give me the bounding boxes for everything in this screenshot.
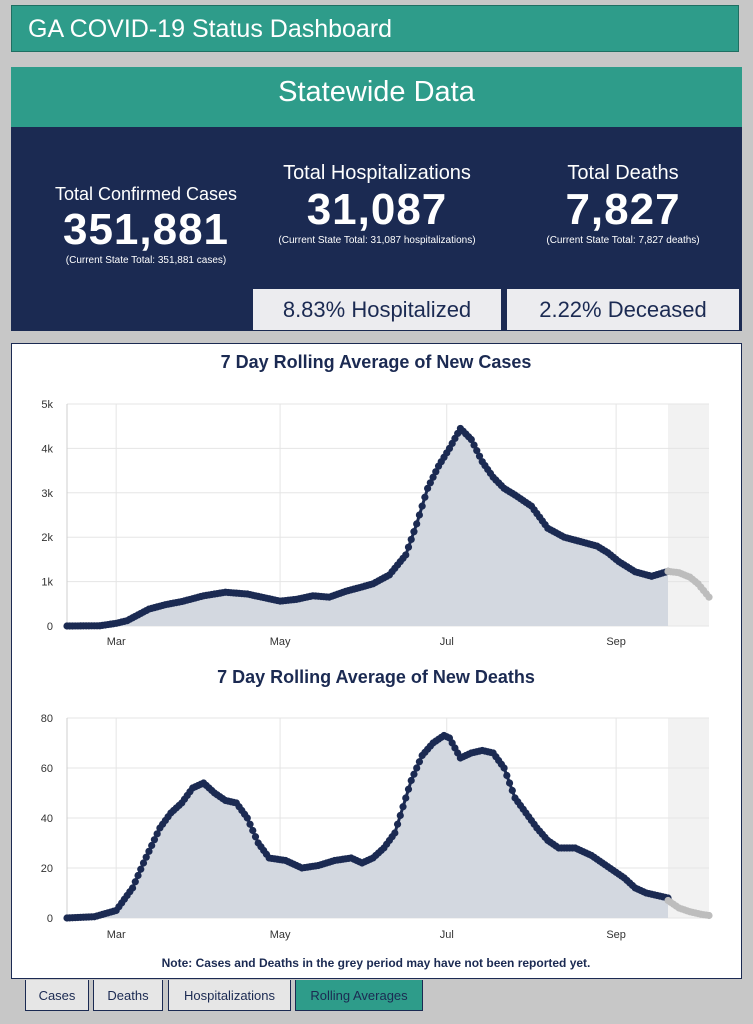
tab-cases[interactable]: Cases	[25, 980, 89, 1011]
deaths-data-point	[148, 841, 156, 850]
cases-data-point	[432, 468, 440, 476]
deaths-data-point	[128, 884, 137, 892]
total-hospitalizations-note: (Current State Total: 31,087 hospitaliza…	[278, 235, 476, 246]
deaths-data-point	[508, 786, 516, 795]
deaths-chart: 7 Day Rolling Average of New Deaths 0 20 40…	[41, 667, 713, 941]
tab-hospitalizations[interactable]: Hospitalizations	[168, 980, 291, 1011]
deaths-y-tick-label: 40	[41, 813, 53, 825]
cases-y-tick-label: 3k	[41, 488, 53, 500]
total-hospitalizations-block: Total Hospitalizations 31,087 (Current S…	[257, 162, 497, 246]
deaths-data-point	[410, 770, 418, 778]
cases-chart: 7 Day Rolling Average of New Cases 0 1k 2k 3…	[41, 352, 713, 648]
deaths-data-point	[413, 764, 421, 772]
total-deaths-label: Total Deaths	[567, 162, 679, 184]
cases-data-point	[402, 551, 410, 559]
cases-data-point	[473, 447, 481, 455]
dashboard-title: GA COVID-19 Status Dashboard	[11, 5, 739, 52]
deaths-data-point	[393, 820, 402, 828]
cases-y-tick-label: 5k	[41, 399, 53, 411]
deaths-data-point	[153, 830, 161, 838]
total-cases-value: 351,881	[62, 205, 230, 254]
cases-data-point	[470, 441, 478, 449]
deaths-data-point	[500, 764, 508, 772]
deaths-y-tick-label: 80	[41, 713, 53, 725]
cases-data-point	[421, 493, 429, 501]
deaths-data-point	[404, 785, 413, 793]
cases-y-tick-label: 4k	[41, 443, 53, 455]
cases-data-point	[404, 543, 413, 551]
total-deaths-value: 7,827	[565, 185, 681, 234]
cases-data-point	[407, 535, 415, 544]
grey-period-note: Note: Cases and Deaths in the grey perio…	[162, 956, 591, 970]
cases-x-tick-label: May	[270, 636, 291, 648]
deaths-data-point	[705, 911, 713, 920]
total-cases-block: Total Confirmed Cases 351,881 (Current S…	[31, 184, 261, 266]
statewide-panel: Statewide Data Total Confirmed Cases 351…	[11, 67, 742, 331]
deaths-data-point	[249, 826, 257, 835]
cases-data-point	[415, 511, 424, 519]
cases-data-point	[705, 593, 713, 601]
deaths-x-tick-label: Sep	[606, 929, 626, 941]
deaths-data-point	[399, 803, 407, 811]
deaths-data-point	[391, 829, 399, 837]
deaths-data-point	[150, 836, 159, 844]
total-hospitalizations-value: 31,087	[306, 185, 448, 234]
cases-data-point	[424, 484, 432, 492]
deaths-data-point	[246, 820, 254, 828]
cases-data-point	[429, 473, 437, 481]
total-cases-label: Total Confirmed Cases	[54, 184, 238, 204]
deaths-y-tick-label: 20	[41, 863, 53, 875]
cases-data-point	[418, 502, 426, 510]
rolling-averages-charts: 7 Day Rolling Average of New Cases 0 1k 2k 3…	[41, 352, 713, 970]
rolling-averages-panel: 7 Day Rolling Average of New Cases 0 1k 2k 3…	[11, 343, 742, 979]
deaths-data-point	[134, 871, 142, 880]
deaths-data-point	[145, 847, 153, 855]
cases-data-point	[426, 479, 434, 487]
total-hospitalizations-label: Total Hospitalizations	[283, 162, 471, 184]
pct-hospitalized-box: 8.83% Hospitalized	[253, 289, 501, 330]
deaths-data-point	[415, 758, 424, 766]
deaths-data-point	[396, 811, 404, 820]
cases-chart-title: 7 Day Rolling Average of New Cases	[221, 352, 532, 372]
deaths-y-tick-label: 0	[47, 913, 53, 925]
cases-y-tick-label: 2k	[41, 532, 53, 544]
total-cases-note: (Current State Total: 351,881 cases)	[65, 255, 227, 266]
cases-data-point	[475, 452, 484, 460]
tab-rolling-averages[interactable]: Rolling Averages	[295, 980, 423, 1011]
statewide-title: Statewide Data	[11, 67, 742, 127]
cases-x-tick-label: Sep	[606, 636, 626, 648]
tab-deaths[interactable]: Deaths	[93, 980, 163, 1011]
deaths-data-point	[131, 878, 139, 886]
cases-x-tick-label: Mar	[107, 636, 126, 648]
cases-x-tick-label: Jul	[440, 636, 454, 648]
deaths-data-point	[137, 865, 145, 873]
deaths-data-point	[139, 859, 148, 867]
cases-data-point	[410, 528, 418, 536]
cases-data-point	[467, 435, 475, 444]
deaths-x-tick-label: Mar	[107, 929, 126, 941]
cases-y-tick-label: 0	[47, 621, 53, 633]
cases-area	[67, 428, 669, 626]
deaths-chart-title: 7 Day Rolling Average of New Deaths	[217, 667, 535, 687]
deaths-data-point	[243, 814, 251, 822]
deaths-data-point	[503, 771, 511, 780]
pct-deceased-box: 2.22% Deceased	[507, 289, 739, 330]
deaths-data-point	[142, 853, 150, 861]
deaths-x-tick-label: Jul	[440, 929, 454, 941]
deaths-data-point	[251, 833, 260, 841]
total-deaths-note: (Current State Total: 7,827 deaths)	[546, 235, 700, 246]
cases-y-tick-label: 1k	[41, 577, 53, 589]
total-deaths-block: Total Deaths 7,827 (Current State Total:…	[513, 162, 733, 246]
cases-data-point	[413, 520, 421, 528]
deaths-data-point	[505, 779, 514, 787]
deaths-data-point	[407, 776, 415, 785]
deaths-data-point	[402, 794, 410, 802]
deaths-y-tick-label: 60	[41, 763, 53, 775]
deaths-x-tick-label: May	[270, 929, 291, 941]
deaths-area	[67, 735, 669, 918]
